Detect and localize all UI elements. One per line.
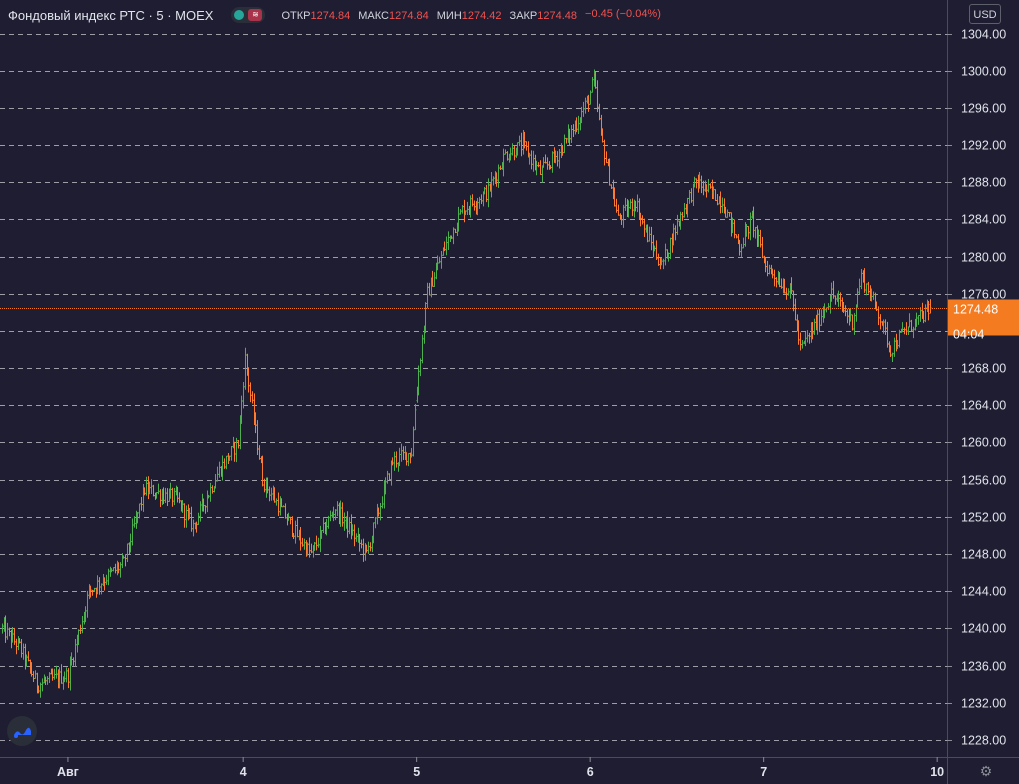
toggle-icon[interactable]: ≋	[231, 7, 266, 23]
y-tick-label: 1264.00	[961, 399, 1006, 413]
tradingview-logo-icon[interactable]	[7, 716, 37, 746]
high-value: 1274.84	[389, 10, 429, 22]
x-tick-label: 4	[240, 765, 247, 779]
last-price-tag	[948, 299, 1019, 336]
chart-legend: Фондовый индекс РТС · 5 · MOEX ≋ ОТКР127…	[8, 6, 661, 24]
y-tick-label: 1240.00	[961, 622, 1006, 636]
symbol-title: Фондовый индекс РТС · 5 · MOEX	[8, 7, 214, 23]
x-tick-label: 5	[413, 765, 420, 779]
price-axis[interactable]	[947, 0, 1019, 784]
last-price-label: 1274.48	[953, 303, 998, 317]
toggle-on-icon	[234, 10, 245, 20]
low-value: 1274.42	[461, 10, 502, 22]
y-tick-label: 1276.00	[961, 288, 1006, 302]
countdown-label: 04:04	[953, 328, 984, 342]
y-tick-label: 1248.00	[961, 548, 1006, 562]
y-tick-label: 1244.00	[961, 585, 1006, 599]
y-tick-label: 1252.00	[961, 511, 1006, 525]
y-tick-label: 1236.00	[961, 660, 1006, 674]
x-tick-label: 6	[587, 765, 594, 779]
y-tick-label: 1304.00	[961, 28, 1006, 42]
change-value: −0.45 (−0.04%)	[585, 8, 661, 20]
y-tick-label: 1260.00	[961, 436, 1006, 450]
y-tick-label: 1296.00	[961, 102, 1006, 116]
y-tick-label: 1232.00	[961, 697, 1006, 711]
y-tick-label: 1268.00	[961, 362, 1006, 376]
y-tick-label: 1292.00	[961, 139, 1006, 153]
y-tick-label: 1284.00	[961, 213, 1006, 227]
y-tick-label: 1288.00	[961, 176, 1006, 190]
y-tick-label: 1300.00	[961, 65, 1006, 79]
y-tick-label: 1256.00	[961, 474, 1006, 488]
y-tick-label: 1228.00	[961, 734, 1006, 748]
toggle-off-icon: ≋	[248, 9, 263, 21]
ohlc-bars	[1, 69, 932, 698]
x-tick-label: 10	[930, 765, 944, 779]
high-label: МАКС	[358, 10, 389, 22]
y-tick-label: 1280.00	[961, 251, 1006, 265]
close-value: 1274.48	[537, 10, 578, 22]
low-label: МИН	[436, 10, 462, 22]
currency-button[interactable]: USD	[969, 4, 1001, 24]
open-label: ОТКР	[281, 10, 311, 22]
open-value: 1274.84	[310, 10, 351, 22]
x-tick-label: 7	[760, 765, 767, 779]
close-label: ЗАКР	[509, 10, 538, 22]
gear-icon[interactable]: ⚙	[979, 763, 993, 779]
x-tick-label: Авг	[57, 765, 79, 779]
